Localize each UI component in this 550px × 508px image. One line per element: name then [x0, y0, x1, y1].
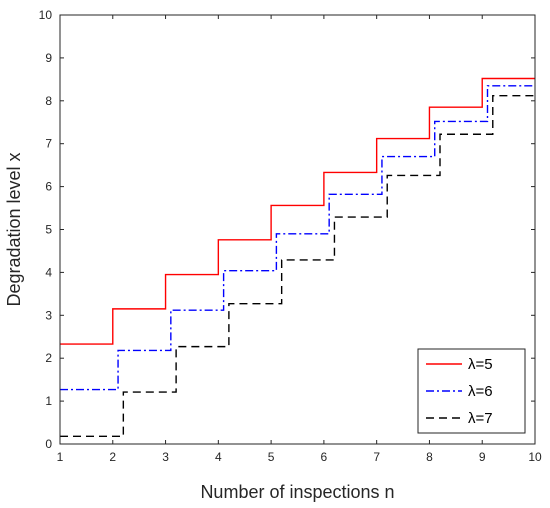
- x-tick-label: 9: [479, 450, 486, 464]
- legend-label: λ=6: [468, 383, 493, 400]
- y-tick-label: 6: [45, 180, 52, 194]
- y-tick-label: 8: [45, 94, 52, 108]
- y-tick-label: 7: [45, 137, 52, 151]
- legend-label: λ=5: [468, 356, 493, 373]
- series-layer: [60, 77, 535, 437]
- y-tick-label: 4: [45, 265, 52, 279]
- y-tick-label: 10: [39, 8, 53, 22]
- x-tick-label: 1: [57, 450, 64, 464]
- axes-box: [59, 14, 536, 445]
- series-line-1: [60, 77, 535, 345]
- x-tick-label: 2: [109, 450, 116, 464]
- x-tick-label: 8: [426, 450, 433, 464]
- x-tick-label: 6: [321, 450, 328, 464]
- x-tick-label: 10: [528, 450, 542, 464]
- y-tick-label: 2: [45, 351, 52, 365]
- y-tick-label: 1: [45, 394, 52, 408]
- x-tick-label: 7: [373, 450, 380, 464]
- y-tick-label: 5: [45, 223, 52, 237]
- x-tick-label: 4: [215, 450, 222, 464]
- y-axis-title: Degradation level x: [4, 152, 24, 306]
- legend-box: [417, 348, 526, 434]
- y-tick-label: 3: [45, 308, 52, 322]
- legend-label: λ=7: [468, 410, 493, 427]
- series-line-2: [60, 85, 535, 391]
- x-tick-label: 5: [268, 450, 275, 464]
- x-tick-label: 3: [162, 450, 169, 464]
- series-line-3: [60, 94, 535, 437]
- y-tick-label: 9: [45, 51, 52, 65]
- x-axis-title: Number of inspections n: [200, 482, 394, 502]
- legend: λ=5 λ=6 λ=7: [417, 348, 526, 434]
- y-tick-label: 0: [45, 437, 52, 451]
